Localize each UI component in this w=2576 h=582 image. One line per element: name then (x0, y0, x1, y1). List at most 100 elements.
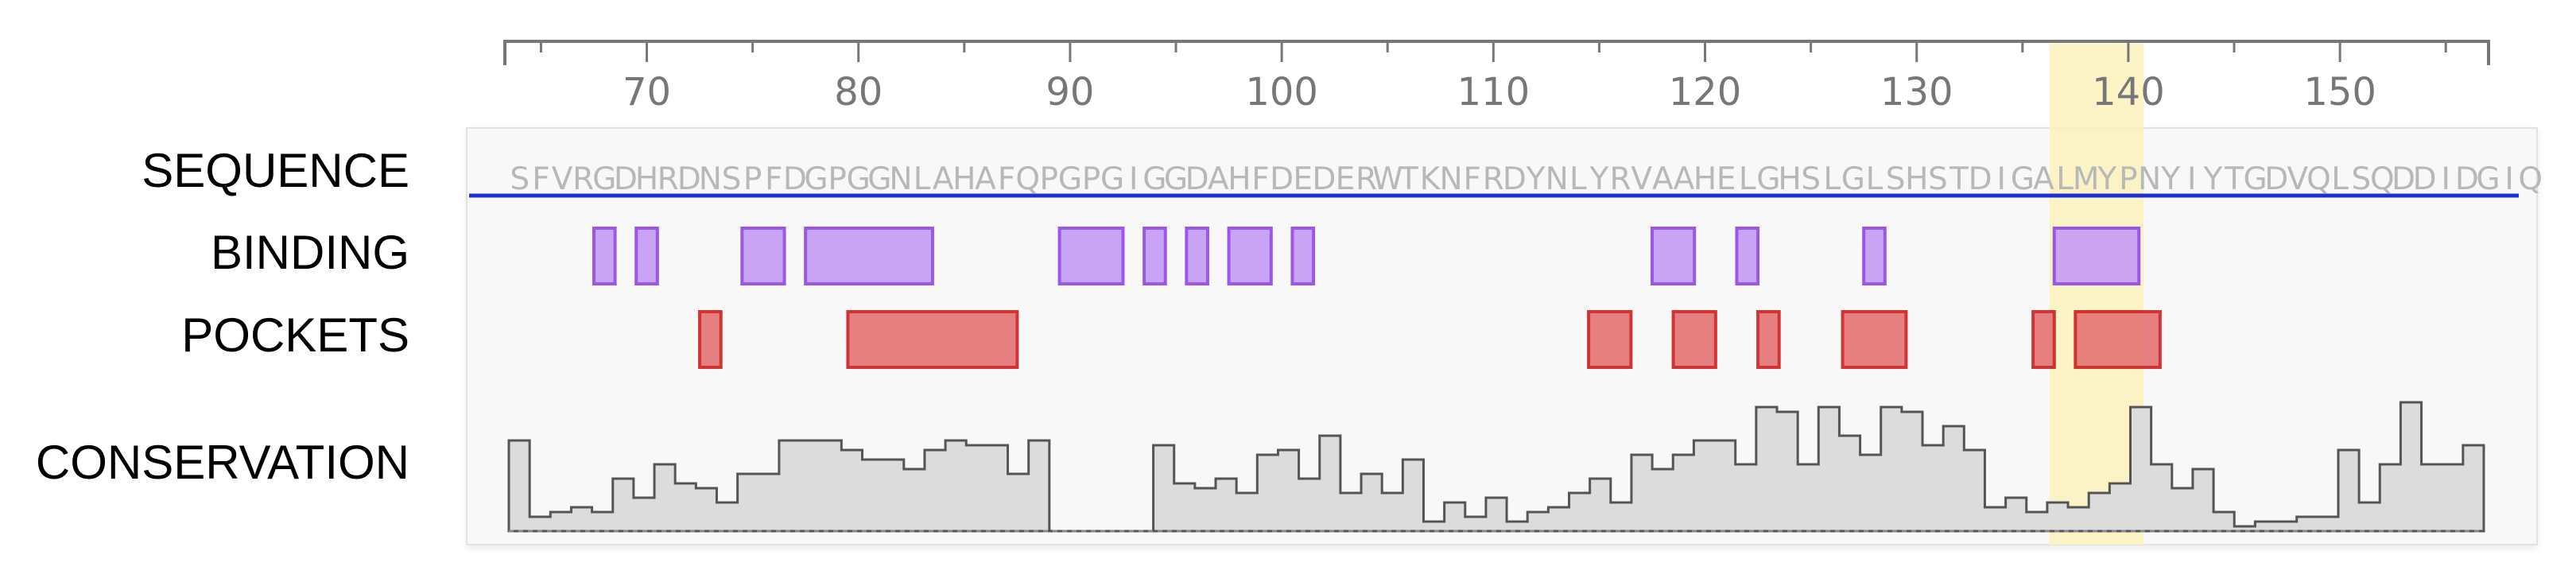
sequence-residue: N (699, 161, 722, 197)
binding-site (1186, 228, 1208, 284)
sequence-residue: D (2413, 161, 2437, 197)
sequence-residue: L (1866, 161, 1884, 197)
axis-tick-label: 80 (834, 70, 883, 114)
sequence-residue: D (1969, 161, 1992, 197)
sequence-residue: S (1801, 161, 1821, 197)
sequence-residue: G (1164, 161, 1188, 197)
sequence-residue: I (2504, 161, 2514, 197)
sequence-residue: H (1693, 161, 1717, 197)
sequence-residue: R (572, 161, 594, 197)
sequence-residue: I (2187, 161, 2197, 197)
axis-tick-label: 70 (623, 70, 671, 114)
sequence-residue: G (867, 161, 891, 197)
pockets-track (700, 312, 2160, 367)
sequence-residue: Y (2160, 161, 2180, 197)
sequence-residue: G (804, 161, 828, 197)
sequence-residue: Q (1015, 161, 1040, 197)
sequence-residue: S (1886, 161, 1906, 197)
sequence-residue: A (1652, 161, 1674, 197)
sequence-residue: D (2392, 161, 2415, 197)
sequence-residue: H (635, 161, 658, 197)
sequence-residue: L (1739, 161, 1756, 197)
sequence-residue: G (2476, 161, 2500, 197)
sequence-residue: F (1251, 161, 1269, 197)
sequence-residue: D (1503, 161, 1527, 197)
binding-site (1652, 228, 1694, 284)
sequence-residue: Q (2306, 161, 2331, 197)
axis-tick-label: 140 (2092, 70, 2165, 114)
sequence-residue: I (2441, 161, 2450, 197)
sequence-residue: H (1228, 161, 1251, 197)
sequence-residue: A (933, 161, 954, 197)
sequence-residue: P (828, 161, 847, 197)
sequence-residue: V (1631, 161, 1652, 197)
sequence-residue: H (952, 161, 976, 197)
binding-track (594, 228, 2139, 284)
sequence-residue: N (1439, 161, 1462, 197)
sequence-residue: L (2331, 161, 2349, 197)
binding-site (1144, 228, 1166, 284)
sequence-residue: A (975, 161, 996, 197)
sequence-residue: G (592, 161, 616, 197)
sequence-residue: L (2056, 161, 2074, 197)
sequence-residue: G (2011, 161, 2035, 197)
binding-site (1864, 228, 1885, 284)
binding-site (1229, 228, 1271, 284)
sequence-residue: P (2119, 161, 2138, 197)
sequence-residue: P (743, 161, 762, 197)
binding-site (1060, 228, 1123, 284)
pocket-region (700, 312, 721, 367)
pocket-region (1674, 312, 1716, 367)
binding-site (636, 228, 658, 284)
sequence-residue: F (532, 161, 549, 197)
sequence-residue: F (1463, 161, 1480, 197)
sequence-residue: E (1293, 161, 1313, 197)
sequence-residue: F (998, 161, 1015, 197)
sequence-residue: N (1546, 161, 1569, 197)
sequence-residue: Q (2518, 161, 2543, 197)
sequence-residue: D (1270, 161, 1294, 197)
sequence-residue: S (2351, 161, 2371, 197)
sequence-residue: Y (2202, 161, 2222, 197)
binding-site (805, 228, 933, 284)
sequence-residue: F (765, 161, 782, 197)
pocket-region (1589, 312, 1631, 367)
sequence-residue: A (1208, 161, 1229, 197)
sequence-residue: N (2138, 161, 2161, 197)
sequence-residue: K (1420, 161, 1441, 197)
sequence-residue: M (2073, 161, 2100, 197)
sequence-residue: A (1674, 161, 1695, 197)
sequence-residue: Y (2097, 161, 2116, 197)
sequence-residue: P (1040, 161, 1059, 197)
sequence-residue: A (2033, 161, 2054, 197)
sequence-residue: Y (1526, 161, 1546, 197)
sequence-residue: I (1129, 161, 1139, 197)
sequence-residue: T (1949, 161, 1969, 197)
sequence-residue: G (1058, 161, 1082, 197)
axis-tick-label: 150 (2303, 70, 2376, 114)
sequence-residue: T (1399, 161, 1418, 197)
sequence-residue: N (889, 161, 912, 197)
sequence-residue: E (1336, 161, 1356, 197)
sequence-residue: D (677, 161, 701, 197)
sequence-residue: L (914, 161, 931, 197)
sequence-residue: G (1100, 161, 1124, 197)
binding-site (1292, 228, 1313, 284)
axis-tick-label: 100 (1245, 70, 1318, 114)
sequence-residue: D (614, 161, 638, 197)
pocket-region (2075, 312, 2159, 367)
binding-site (742, 228, 784, 284)
sequence-residue: D (2264, 161, 2288, 197)
sequence-residue: L (1569, 161, 1587, 197)
sequence-residue: G (1841, 161, 1865, 197)
axis-tick-label: 120 (1669, 70, 1742, 114)
sequence-residue: D (1185, 161, 1209, 197)
pocket-region (2033, 312, 2054, 367)
sequence-residue: S (722, 161, 742, 197)
binding-site (1736, 228, 1758, 284)
sequence-residue: H (1905, 161, 1928, 197)
sequence-residue: I (1996, 161, 2006, 197)
sequence-residue: S (1928, 161, 1948, 197)
